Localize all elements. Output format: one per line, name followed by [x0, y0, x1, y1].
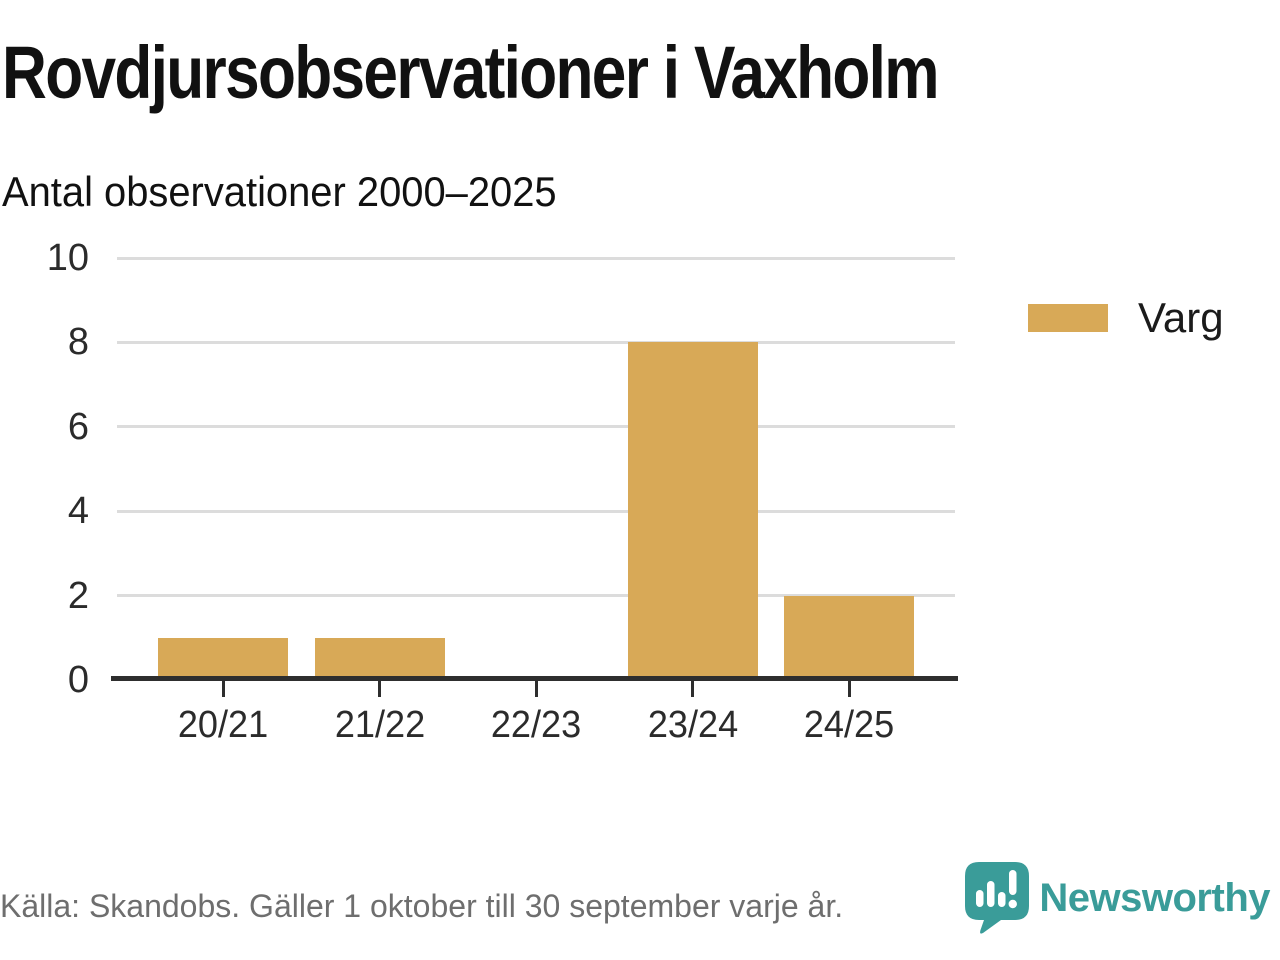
x-axis-tick [691, 681, 694, 697]
x-axis-label: 22/23 [490, 704, 582, 746]
y-axis-label: 0 [67, 659, 89, 701]
bar-24/25 [784, 595, 914, 680]
gridline-10 [117, 256, 955, 260]
x-axis-label: 21/22 [334, 704, 425, 746]
x-axis-tick [221, 681, 225, 697]
gridline-8 [117, 340, 955, 344]
gridline-2 [117, 594, 955, 598]
x-axis-line [111, 676, 958, 681]
legend: Varg [1028, 295, 1224, 341]
x-axis-tick [534, 681, 538, 697]
x-axis-label: 20/21 [177, 704, 269, 746]
y-axis-label: 10 [46, 237, 89, 279]
newsworthy-wordmark: Newsworthy [1039, 875, 1270, 920]
bar-20/21 [158, 637, 288, 680]
newsworthy-logo: Newsworthy [965, 862, 1270, 934]
y-axis-label: 8 [67, 321, 89, 364]
y-axis-label: 4 [67, 490, 89, 533]
x-axis-label: 23/24 [647, 704, 738, 746]
legend-swatch-varg [1028, 304, 1108, 332]
y-axis-label: 6 [67, 405, 89, 448]
legend-label-varg: Varg [1138, 294, 1224, 341]
chart-title: Rovdjursobservationer i Vaxholm [2, 31, 940, 114]
x-axis-label: 24/25 [803, 704, 895, 746]
bar-21/22 [314, 637, 445, 680]
x-axis-tick [847, 681, 851, 697]
gridline-4 [117, 509, 955, 513]
gridline-6 [117, 425, 955, 429]
source-note: Källa: Skandobs. Gäller 1 oktober till 3… [0, 888, 844, 924]
bar-23/24 [627, 342, 758, 680]
newsworthy-bubble-chart-icon [965, 862, 1030, 934]
chart-subtitle: Antal observationer 2000–2025 [2, 168, 557, 215]
y-axis-label: 2 [67, 574, 89, 617]
x-axis-tick [378, 681, 381, 697]
